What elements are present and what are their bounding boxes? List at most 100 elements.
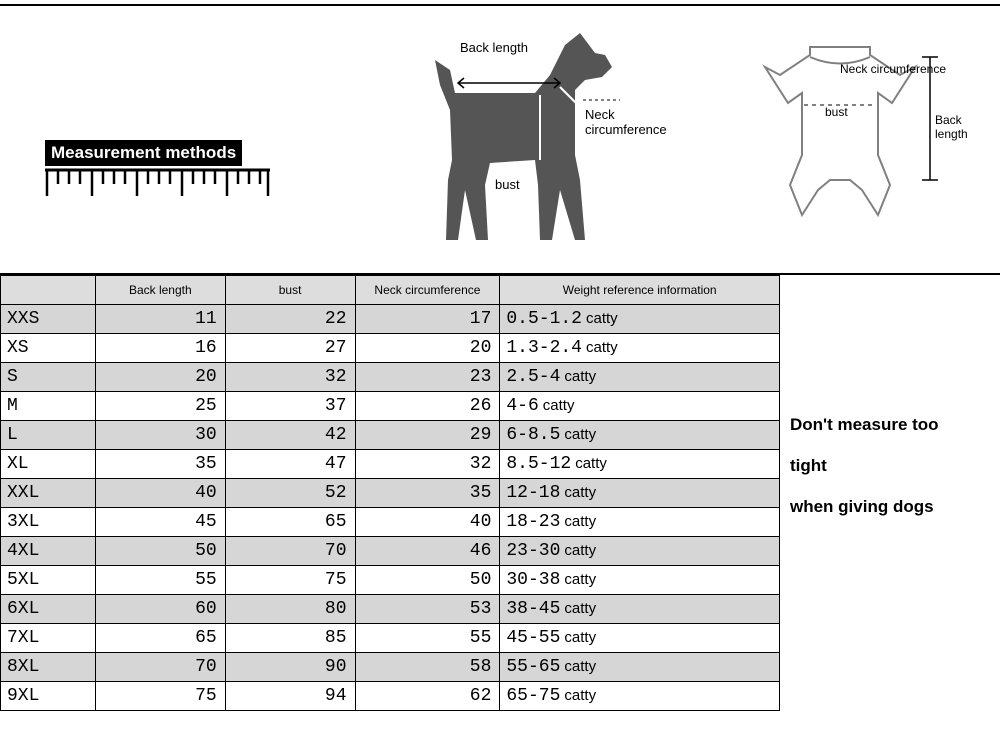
cell-size: M (1, 392, 96, 421)
cell-size: 8XL (1, 653, 96, 682)
cell-size: XS (1, 334, 96, 363)
header-diagrams: Measurement methods (0, 0, 1000, 275)
table-row: 3XL45654018-23catty (1, 508, 780, 537)
side-note-line1: Don't measure too tight (790, 405, 980, 487)
cell-bust: 70 (225, 537, 355, 566)
cell-back: 75 (95, 682, 225, 711)
table-row: XXS1122170.5-1.2catty (1, 305, 780, 334)
cell-back: 40 (95, 479, 225, 508)
cell-weight: 12-18catty (500, 479, 780, 508)
cell-neck: 62 (355, 682, 500, 711)
cell-size: XXL (1, 479, 96, 508)
side-note: Don't measure too tight when giving dogs (780, 275, 990, 527)
col-neck: Neck circumference (355, 276, 500, 305)
cell-neck: 46 (355, 537, 500, 566)
dog-bust-label: bust (495, 177, 520, 192)
cell-neck: 29 (355, 421, 500, 450)
cell-size: S (1, 363, 96, 392)
table-row: 8XL70905855-65catty (1, 653, 780, 682)
cell-weight: 23-30catty (500, 537, 780, 566)
garment-neck-label: Neck circumference (840, 62, 946, 76)
cell-weight: 6-8.5catty (500, 421, 780, 450)
cell-back: 60 (95, 595, 225, 624)
table-row: M2537264-6catty (1, 392, 780, 421)
cell-weight: 45-55catty (500, 624, 780, 653)
dog-neck-label: Neck circumference (585, 107, 680, 137)
garment-diagram: Neck circumference bust Back length (740, 35, 970, 255)
cell-back: 11 (95, 305, 225, 334)
cell-back: 20 (95, 363, 225, 392)
cell-neck: 23 (355, 363, 500, 392)
cell-bust: 80 (225, 595, 355, 624)
cell-bust: 37 (225, 392, 355, 421)
cell-back: 16 (95, 334, 225, 363)
bottom-section: Back length bust Neck circumference Weig… (0, 275, 1000, 711)
table-row: L3042296-8.5catty (1, 421, 780, 450)
cell-bust: 75 (225, 566, 355, 595)
cell-weight: 1.3-2.4catty (500, 334, 780, 363)
cell-size: L (1, 421, 96, 450)
cell-bust: 47 (225, 450, 355, 479)
cell-size: 3XL (1, 508, 96, 537)
cell-weight: 4-6catty (500, 392, 780, 421)
ruler-group: Measurement methods (45, 140, 270, 202)
cell-bust: 85 (225, 624, 355, 653)
dog-silhouette-diagram: Back length Neck circumference bust (380, 15, 680, 265)
cell-size: 9XL (1, 682, 96, 711)
cell-back: 45 (95, 508, 225, 537)
table-row: 7XL65855545-55catty (1, 624, 780, 653)
cell-bust: 27 (225, 334, 355, 363)
cell-bust: 90 (225, 653, 355, 682)
garment-bust-label: bust (825, 105, 848, 119)
col-weight: Weight reference information (500, 276, 780, 305)
cell-weight: 30-38catty (500, 566, 780, 595)
col-back-length: Back length (95, 276, 225, 305)
garment-back-length-label: Back length (935, 113, 995, 141)
cell-neck: 55 (355, 624, 500, 653)
cell-bust: 42 (225, 421, 355, 450)
cell-size: 6XL (1, 595, 96, 624)
cell-weight: 55-65catty (500, 653, 780, 682)
table-row: S2032232.5-4catty (1, 363, 780, 392)
cell-bust: 22 (225, 305, 355, 334)
cell-neck: 26 (355, 392, 500, 421)
cell-bust: 32 (225, 363, 355, 392)
table-row: XL3547328.5-12catty (1, 450, 780, 479)
cell-neck: 35 (355, 479, 500, 508)
cell-size: 5XL (1, 566, 96, 595)
table-header-row: Back length bust Neck circumference Weig… (1, 276, 780, 305)
cell-neck: 32 (355, 450, 500, 479)
size-chart-table: Back length bust Neck circumference Weig… (0, 275, 780, 711)
cell-back: 35 (95, 450, 225, 479)
cell-neck: 58 (355, 653, 500, 682)
cell-neck: 20 (355, 334, 500, 363)
col-size (1, 276, 96, 305)
cell-back: 50 (95, 537, 225, 566)
cell-neck: 17 (355, 305, 500, 334)
cell-weight: 65-75catty (500, 682, 780, 711)
table-row: 4XL50704623-30catty (1, 537, 780, 566)
cell-back: 65 (95, 624, 225, 653)
cell-weight: 8.5-12catty (500, 450, 780, 479)
cell-back: 70 (95, 653, 225, 682)
cell-neck: 50 (355, 566, 500, 595)
cell-bust: 52 (225, 479, 355, 508)
table-row: XS1627201.3-2.4catty (1, 334, 780, 363)
cell-weight: 2.5-4catty (500, 363, 780, 392)
col-bust: bust (225, 276, 355, 305)
cell-weight: 18-23catty (500, 508, 780, 537)
measurement-methods-label: Measurement methods (45, 140, 242, 166)
dog-icon (380, 15, 680, 265)
table-row: 6XL60805338-45catty (1, 595, 780, 624)
cell-weight: 0.5-1.2catty (500, 305, 780, 334)
cell-size: 7XL (1, 624, 96, 653)
cell-back: 30 (95, 421, 225, 450)
table-row: XXL40523512-18catty (1, 479, 780, 508)
cell-bust: 65 (225, 508, 355, 537)
cell-size: XL (1, 450, 96, 479)
cell-bust: 94 (225, 682, 355, 711)
side-note-line2: when giving dogs (790, 487, 980, 528)
ruler-icon (45, 168, 270, 202)
cell-neck: 53 (355, 595, 500, 624)
table-row: 9XL75946265-75catty (1, 682, 780, 711)
